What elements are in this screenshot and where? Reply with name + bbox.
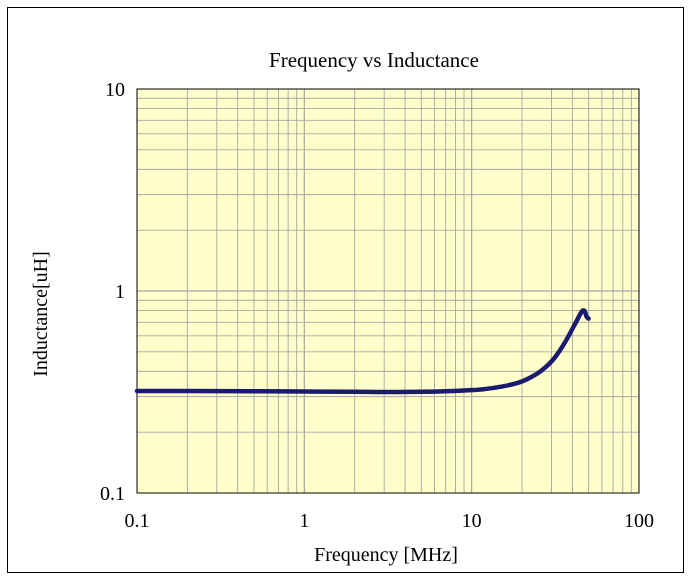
plot-area [134, 88, 640, 494]
chart-svg: Frequency vs Inductance 0.1 1 10 100 0.1 1 10… [30, 48, 655, 566]
x-tick-label: 1 [299, 510, 309, 532]
plot-border [136, 88, 640, 494]
chart-title: Frequency vs Inductance [269, 48, 479, 72]
y-tick-label: 10 [105, 79, 125, 101]
y-axis-title: Inductance[uH] [30, 251, 52, 377]
y-tick-label: 1 [115, 281, 125, 303]
y-tick-labels: 0.1 1 10 [100, 79, 125, 505]
x-tick-labels: 0.1 1 10 100 [125, 510, 655, 532]
grid-layer [137, 89, 639, 493]
x-tick-label: 10 [462, 510, 482, 532]
series-line [134, 308, 591, 395]
chart-frame: Frequency vs Inductance 0.1 1 10 100 0.1 1 10… [7, 7, 684, 573]
x-axis-title: Frequency [MHz] [314, 544, 458, 566]
x-tick-label: 100 [624, 510, 654, 532]
y-tick-label: 0.1 [100, 483, 125, 505]
x-tick-label: 0.1 [125, 510, 150, 532]
